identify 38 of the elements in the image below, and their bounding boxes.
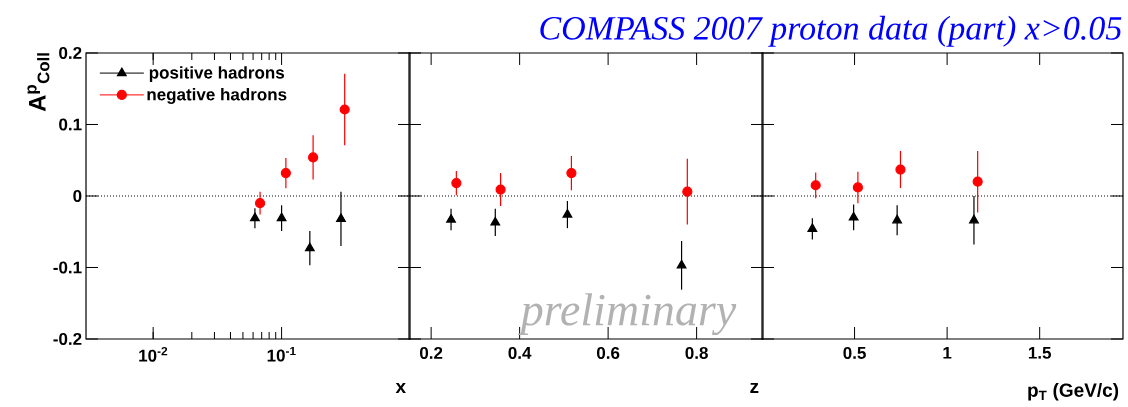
legend-label: negative hadrons bbox=[147, 88, 287, 104]
x-axis-title: x bbox=[395, 382, 406, 393]
chart-title: COMPASS 2007 proton data (part) x>0.05 bbox=[540, 15, 1122, 47]
x-tick-label: 0.6 bbox=[596, 346, 620, 359]
point bbox=[848, 211, 859, 221]
y-tick-label: 0.2 bbox=[59, 46, 82, 60]
x-tick-label: 10$^{-1}$ bbox=[267, 346, 296, 362]
point bbox=[446, 213, 456, 223]
annotation: preliminary bbox=[518, 293, 737, 336]
y-axis-title: A$^{p}$Coll bbox=[27, 53, 50, 112]
x-tick-label: 0.5 bbox=[843, 346, 866, 359]
x-tick-label: 0.4 bbox=[508, 346, 532, 359]
point bbox=[972, 176, 983, 187]
x-tick-label: 0.8 bbox=[685, 346, 708, 359]
point bbox=[807, 223, 818, 232]
point bbox=[495, 184, 506, 195]
point bbox=[676, 259, 687, 269]
point bbox=[892, 214, 903, 224]
x-tick-label: 0.2 bbox=[419, 346, 443, 359]
point bbox=[810, 180, 821, 191]
y-tick-label: 0.1 bbox=[59, 118, 82, 131]
x-axis-title: p$_{T}$ (GeV/c) bbox=[1028, 382, 1119, 401]
x-tick-label: 10$^{-2}$ bbox=[139, 346, 168, 362]
point bbox=[895, 164, 906, 175]
point bbox=[682, 186, 693, 197]
y-tick-label: -0.1 bbox=[53, 261, 82, 274]
y-tick-label: 0 bbox=[73, 189, 82, 203]
point bbox=[490, 216, 501, 226]
x-tick-label: 1.5 bbox=[1028, 346, 1052, 359]
x-tick-label: 1 bbox=[943, 346, 952, 359]
point bbox=[562, 208, 573, 218]
point bbox=[852, 182, 863, 193]
point bbox=[566, 168, 577, 179]
x-axis-title: z bbox=[750, 382, 759, 393]
legend-label: positive hadrons bbox=[149, 66, 285, 83]
point bbox=[451, 178, 462, 189]
y-tick-label: -0.2 bbox=[53, 332, 82, 346]
point bbox=[969, 214, 979, 224]
